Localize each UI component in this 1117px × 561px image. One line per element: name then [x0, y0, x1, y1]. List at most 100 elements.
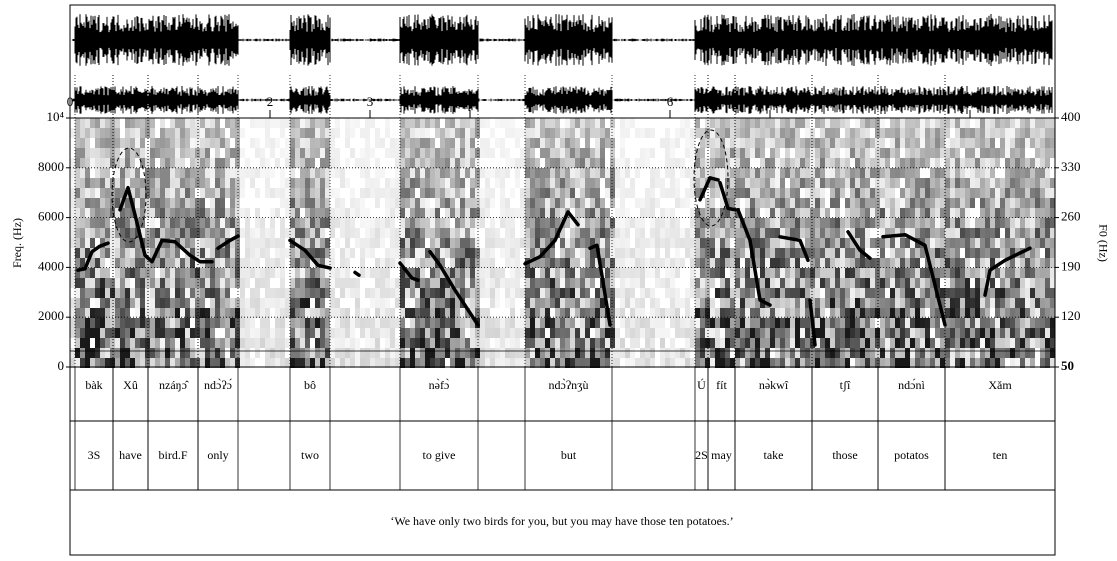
spectrogram-cell — [935, 258, 940, 268]
spectrogram-cell — [195, 168, 200, 178]
spectrogram-cell — [105, 318, 110, 328]
spectrogram-cell — [395, 338, 400, 348]
spectrogram-cell — [815, 278, 820, 288]
spectrogram-cell — [655, 268, 660, 278]
spectrogram-cell — [545, 338, 550, 348]
spectrogram-cell — [1005, 328, 1010, 338]
spectrogram-cell — [860, 168, 865, 178]
spectrogram-cell — [260, 118, 265, 128]
spectrogram-cell — [640, 318, 645, 328]
spectrogram-cell — [870, 318, 875, 328]
spectrogram-cell — [515, 158, 520, 168]
spectrogram-cell — [715, 338, 720, 348]
spectrogram-cell — [830, 328, 835, 338]
spectrogram-cell — [915, 138, 920, 148]
spectrogram-cell — [845, 338, 850, 348]
spectrogram-cell — [735, 248, 740, 258]
spectrogram-cell — [485, 288, 490, 298]
spectrogram-cell — [480, 308, 485, 318]
spectrogram-cell — [145, 168, 150, 178]
spectrogram-cell — [1015, 228, 1020, 238]
spectrogram-cell — [320, 328, 325, 338]
spectrogram-cell — [575, 298, 580, 308]
f0-contour — [698, 176, 720, 202]
spectrogram-cell — [435, 348, 440, 358]
spectrogram-cell — [455, 328, 460, 338]
spectrogram-cell — [500, 148, 505, 158]
spectrogram-cell — [155, 338, 160, 348]
spectrogram-cell — [835, 248, 840, 258]
spectrogram-cell — [1030, 358, 1035, 368]
spectrogram-cell — [485, 188, 490, 198]
spectrogram-cell — [735, 348, 740, 358]
spectrogram-cell — [430, 338, 435, 348]
spectrogram-cell — [770, 168, 775, 178]
spectrogram-cell — [530, 218, 535, 228]
spectrogram-cell — [815, 308, 820, 318]
spectrogram-cell — [185, 308, 190, 318]
spectrogram-cell — [1050, 298, 1055, 308]
spectrogram-cell — [915, 318, 920, 328]
spectrogram-cell — [305, 348, 310, 358]
spectrogram-cell — [935, 348, 940, 358]
spectrogram-cell — [380, 228, 385, 238]
spectrogram-cell — [85, 168, 90, 178]
spectrogram-cell — [520, 318, 525, 328]
spectrogram-cell — [800, 288, 805, 298]
spectrogram-cell — [75, 158, 80, 168]
spectrogram-cell — [280, 198, 285, 208]
spectrogram-cell — [555, 218, 560, 228]
spectrogram-cell — [515, 268, 520, 278]
spectrogram-cell — [440, 228, 445, 238]
spectrogram-cell — [720, 318, 725, 328]
spectrogram-cell — [845, 298, 850, 308]
spectrogram-cell — [735, 268, 740, 278]
spectrogram-cell — [845, 218, 850, 228]
spectrogram-cell — [75, 168, 80, 178]
spectrogram-cell — [750, 348, 755, 358]
spectrogram-cell — [430, 318, 435, 328]
spectrogram-cell — [855, 158, 860, 168]
word: ndɔ́nì — [898, 378, 925, 392]
spectrogram-cell — [700, 338, 705, 348]
spectrogram-cell — [680, 118, 685, 128]
spectrogram-cell — [940, 138, 945, 148]
spectrogram-cell — [85, 178, 90, 188]
spectrogram-cell — [750, 168, 755, 178]
spectrogram-cell — [170, 138, 175, 148]
spectrogram-cell — [315, 168, 320, 178]
spectrogram-cell — [915, 128, 920, 138]
spectrogram-cell — [620, 288, 625, 298]
spectrogram-cell — [880, 318, 885, 328]
spectrogram-cell — [755, 178, 760, 188]
spectrogram-cell — [105, 158, 110, 168]
spectrogram-cell — [715, 238, 720, 248]
spectrogram-cell — [190, 248, 195, 258]
spectrogram-cell — [140, 248, 145, 258]
spectrogram-cell — [785, 278, 790, 288]
spectrogram-cell — [85, 138, 90, 148]
spectrogram-cell — [985, 208, 990, 218]
spectrogram-cell — [890, 148, 895, 158]
spectrogram-cell — [425, 308, 430, 318]
spectrogram-cell — [405, 308, 410, 318]
spectrogram-cell — [1030, 258, 1035, 268]
spectrogram-cell — [1020, 138, 1025, 148]
spectrogram-cell — [700, 138, 705, 148]
spectrogram-cell — [235, 138, 240, 148]
spectrogram-cell — [230, 318, 235, 328]
spectrogram-cell — [530, 298, 535, 308]
spectrogram-cell — [435, 298, 440, 308]
spectrogram-cell — [400, 308, 405, 318]
spectrogram-cell — [190, 128, 195, 138]
spectrogram-cell — [1000, 298, 1005, 308]
spectrogram-cell — [435, 328, 440, 338]
spectrogram-cell — [115, 128, 120, 138]
spectrogram-cell — [965, 188, 970, 198]
spectrogram-cell — [430, 118, 435, 128]
spectrogram-cell — [510, 158, 515, 168]
spectrogram-cell — [760, 198, 765, 208]
spectrogram-cell — [880, 308, 885, 318]
spectrogram-cell — [640, 298, 645, 308]
spectrogram-cell — [90, 268, 95, 278]
